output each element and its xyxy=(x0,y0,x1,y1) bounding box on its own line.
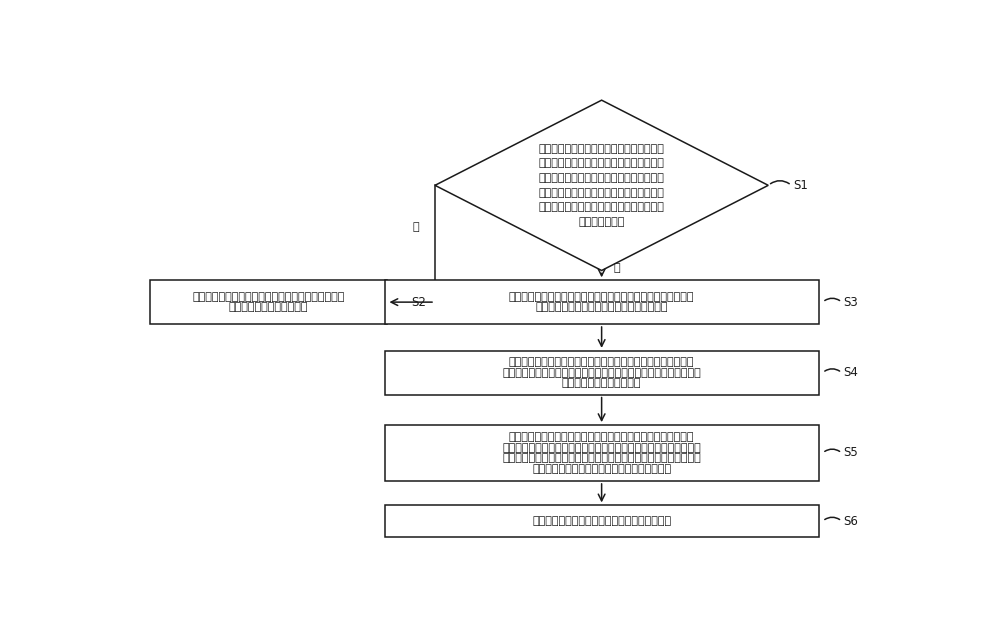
Text: 禁止所述用户的数据库访问: 禁止所述用户的数据库访问 xyxy=(229,303,308,312)
Text: 据库及访问权限: 据库及访问权限 xyxy=(578,217,625,227)
Text: S4: S4 xyxy=(843,366,858,379)
Text: S2: S2 xyxy=(411,296,426,308)
Polygon shape xyxy=(435,100,768,270)
Text: 级调整所述用户的访问权限，得到目标访问权限: 级调整所述用户的访问权限，得到目标访问权限 xyxy=(532,464,671,474)
Bar xyxy=(385,351,819,394)
Text: 述数据库访问请求中携带的用户信息查询数: 述数据库访问请求中携带的用户信息查询数 xyxy=(539,159,665,169)
Text: 当查询到数据库含有所述用户对应的配置文件时，根据所述配置: 当查询到数据库含有所述用户对应的配置文件时，根据所述配置 xyxy=(509,292,694,301)
Text: S3: S3 xyxy=(843,296,858,308)
Text: 比对，根据比对结果确定当前操作环境的安全等级，根据所述安全等: 比对，根据比对结果确定当前操作环境的安全等级，根据所述安全等 xyxy=(502,453,701,463)
Bar xyxy=(150,280,387,324)
Bar xyxy=(385,506,819,537)
Text: 中，数据库对应预先设置有唯一一个配置文: 中，数据库对应预先设置有唯一一个配置文 xyxy=(539,188,665,198)
Text: 段内所使用终端的环境信息，以及获取所述用户在预设时间段内使用: 段内所使用终端的环境信息，以及获取所述用户在预设时间段内使用 xyxy=(502,368,701,378)
Text: 获取所述用户当前的操作环境数据，并查询所述用户在预设时间: 获取所述用户当前的操作环境数据，并查询所述用户在预设时间 xyxy=(509,357,694,367)
Bar xyxy=(385,280,819,324)
Text: 将所述用户使用次数最多的终端的环境信息设定为安全操作环境: 将所述用户使用次数最多的终端的环境信息设定为安全操作环境 xyxy=(509,432,694,442)
Text: 控制所述用户在所述目标访问权限下访问数据库: 控制所述用户在所述目标访问权限下访问数据库 xyxy=(532,516,671,526)
Text: S6: S6 xyxy=(843,514,858,528)
Text: 数据，将所述用户当前的操作环境数据与所述安全操作环境数据进行: 数据，将所述用户当前的操作环境数据与所述安全操作环境数据进行 xyxy=(502,442,701,453)
Text: 否: 否 xyxy=(412,222,419,231)
Text: S1: S1 xyxy=(793,179,808,192)
Text: 当查询到数据库没有所述用户对应的配置文件时，则: 当查询到数据库没有所述用户对应的配置文件时，则 xyxy=(192,292,345,301)
Text: 次数最多的终端的环境信息: 次数最多的终端的环境信息 xyxy=(562,379,641,389)
Text: 文件确定所述用户可访问的数据库及访问权限: 文件确定所述用户可访问的数据库及访问权限 xyxy=(535,303,668,312)
Text: 件，配置文件都记录有对应用户可访问的数: 件，配置文件都记录有对应用户可访问的数 xyxy=(539,202,665,212)
Text: 是: 是 xyxy=(613,263,620,273)
Text: 据库是否包含所述用户对应的配置文件；其: 据库是否包含所述用户对应的配置文件；其 xyxy=(539,173,665,183)
Text: 在接收到用户的数据库访问请求时，根据所: 在接收到用户的数据库访问请求时，根据所 xyxy=(539,144,665,154)
Text: S5: S5 xyxy=(843,446,858,459)
Bar xyxy=(385,425,819,481)
